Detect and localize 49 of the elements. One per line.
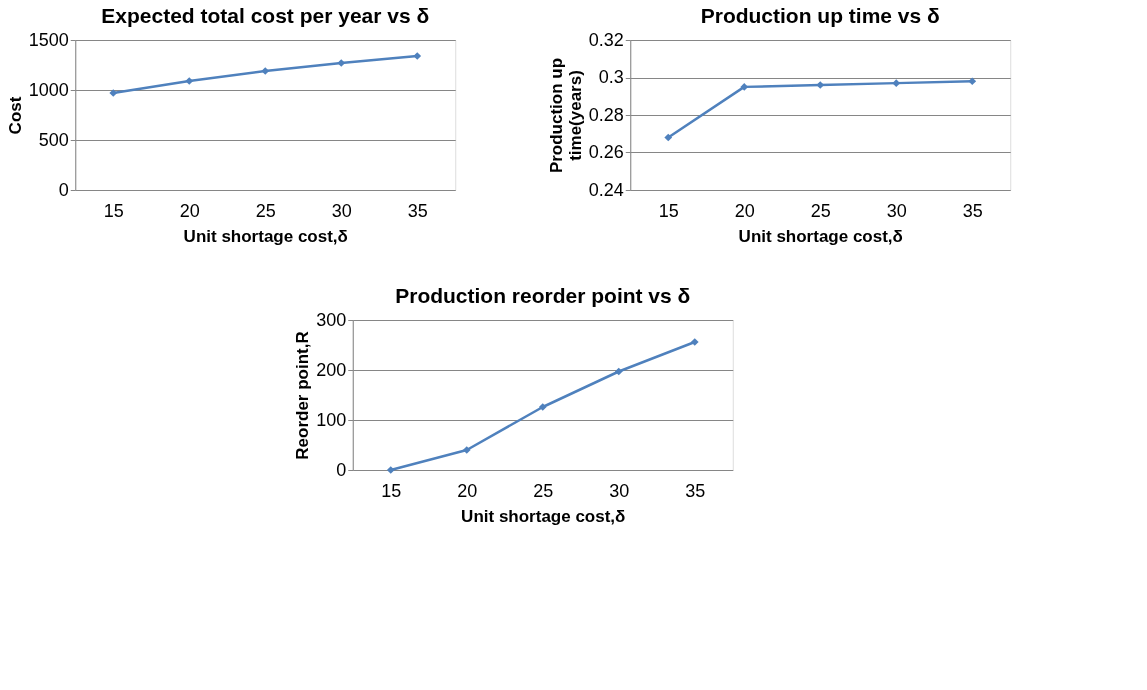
x-axis-title: Unit shortage cost,δ	[738, 226, 903, 246]
y-tick-label: 0.28	[588, 104, 624, 125]
y-axis-title: Cost	[5, 96, 25, 135]
chart-title: Production reorder point vs δ	[395, 284, 691, 307]
x-tick-label: 15	[103, 200, 124, 221]
x-tick-label: 15	[658, 200, 679, 221]
y-tick-label: 200	[316, 359, 347, 380]
point	[892, 79, 901, 87]
y-tick-label: 0.26	[588, 142, 624, 162]
x-tick-label: 25	[533, 480, 554, 501]
y-tick-label: 0.3	[598, 67, 624, 87]
point	[185, 77, 194, 85]
x-tick-label: 35	[685, 480, 706, 501]
y-tick-label: 1000	[28, 79, 69, 100]
point	[664, 133, 673, 142]
x-tick-label: 20	[734, 200, 755, 221]
x-tick-label: 35	[407, 200, 428, 221]
x-tick-label: 20	[179, 200, 200, 221]
x-tick-label: 25	[810, 200, 831, 221]
x-tick-label: 20	[457, 480, 478, 501]
x-tick-label: 25	[255, 200, 276, 221]
chart-title: Expected total cost per year vs δ	[101, 4, 430, 27]
point	[261, 67, 270, 75]
x-tick-label: 15	[381, 480, 402, 501]
point	[462, 446, 471, 454]
y-tick-label: 300	[316, 309, 347, 330]
y-axis-title: Reorder point,R	[293, 331, 313, 460]
y-tick-label: 500	[38, 129, 69, 150]
y-tick-label: 0.24	[588, 179, 624, 200]
x-tick-label: 30	[331, 200, 352, 221]
y-tick-label: 0.32	[588, 29, 624, 50]
chart-title: Production up time vs δ	[700, 4, 940, 27]
x-axis-title: Unit shortage cost,δ	[183, 226, 348, 246]
y-tick-label: 100	[316, 409, 347, 430]
x-axis-title: Unit shortage cost,δ	[461, 506, 626, 526]
point	[968, 77, 977, 86]
x-tick-label: 35	[962, 200, 983, 221]
point	[386, 466, 395, 474]
y-tick-label: 1500	[28, 29, 69, 50]
y-tick-label: 0	[336, 459, 347, 480]
point	[538, 403, 547, 411]
x-tick-label: 30	[886, 200, 907, 221]
point	[614, 367, 623, 376]
point	[690, 338, 699, 346]
x-tick-label: 30	[609, 480, 630, 501]
y-axis-title: Production up time(years)	[546, 57, 585, 174]
point	[413, 52, 422, 60]
y-tick-label: 0	[58, 179, 69, 200]
point	[109, 89, 118, 97]
